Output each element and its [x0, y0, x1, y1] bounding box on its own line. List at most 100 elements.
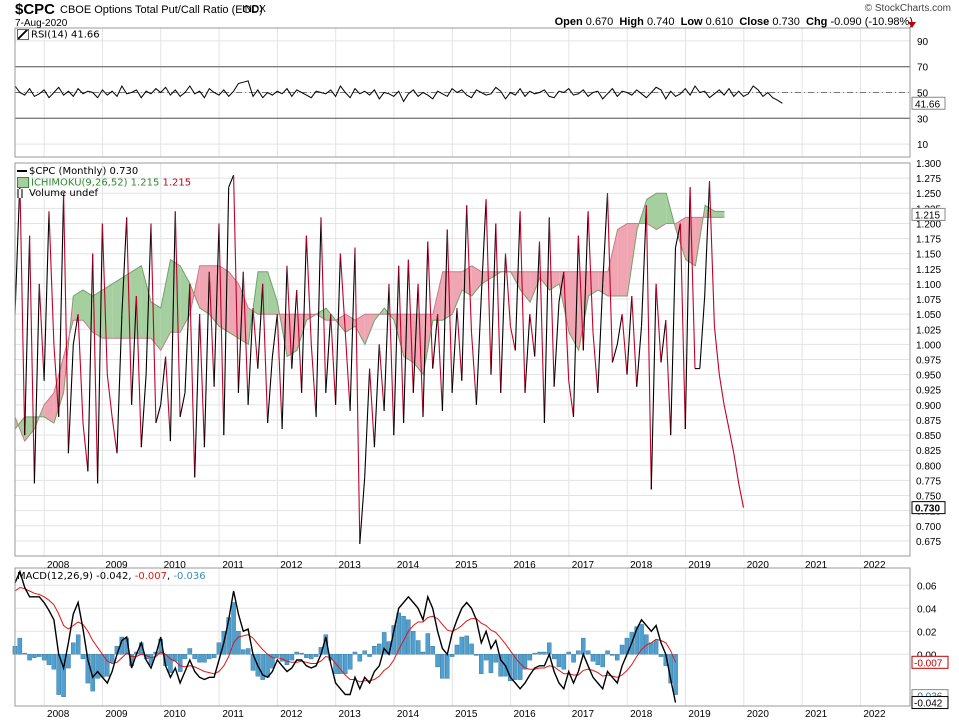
price-line-segment — [335, 253, 341, 405]
price-line-segment — [97, 223, 103, 484]
price-x-tick-label: 2017 — [572, 560, 595, 571]
price-line-segment — [281, 265, 288, 430]
price-line-segment — [369, 368, 375, 448]
macd-histogram-bar — [279, 654, 285, 662]
ichimoku-cloud-bull — [83, 290, 93, 333]
macd-value-label: -0.042 — [914, 699, 943, 710]
rsi-y-tick-label: 10 — [917, 140, 929, 151]
price-line-segment — [53, 344, 60, 417]
ichimoku-legend-v1: 1.215 — [130, 177, 160, 189]
price-y-tick-label: 0.975 — [916, 356, 941, 367]
price-line-segment — [199, 314, 205, 448]
macd-histogram-bar — [197, 654, 202, 663]
price-line-segment — [354, 247, 361, 544]
axis-layer: 2008 2009 2010 2011 2012 2013 2014 2015 2016 2017… — [14, 27, 949, 720]
price-line-segment — [480, 199, 487, 297]
macd-histogram-bar — [37, 654, 42, 657]
ichimoku-cloud-bear — [287, 314, 297, 357]
copyright-label[interactable]: © StockCharts.com — [864, 3, 951, 14]
macd-legend[interactable]: MACD(12,26,9) -0.042, -0.007, -0.036 — [17, 571, 206, 582]
price-line-segment — [388, 283, 395, 436]
macd-histogram-bar — [401, 616, 406, 655]
price-line-segment — [184, 283, 191, 393]
macd-histogram-bar — [449, 654, 455, 657]
price-y-tick-label: 0.675 — [916, 537, 941, 548]
price-line-segment — [296, 289, 303, 393]
ichimoku-legend[interactable]: ICHIMOKU(9,26,52) 1.215 1.215 — [17, 177, 191, 189]
price-line-segment — [301, 235, 307, 393]
macd-histogram-bar — [245, 648, 251, 655]
macd-histogram-bar — [581, 637, 586, 655]
ichimoku-cloud-bull — [73, 290, 83, 321]
price-line-segment — [665, 320, 672, 436]
macd-x-tick-label: 2022 — [863, 709, 886, 720]
price-line-segment — [582, 211, 589, 351]
price-x-tick-label: 2010 — [164, 560, 187, 571]
macd-histogram-bar — [649, 642, 654, 655]
macd-histogram-bar — [309, 654, 314, 660]
macd-histogram-bar — [66, 654, 71, 669]
price-line-segment — [636, 326, 643, 387]
price-last-value-box — [911, 501, 946, 515]
price-y-tick-label: 1.000 — [916, 340, 941, 351]
price-line-segment — [538, 241, 545, 424]
macd-histogram-bar — [493, 654, 499, 663]
macd-histogram-bar — [600, 654, 605, 668]
macd-histogram-bar — [396, 612, 401, 655]
cloud-value-box — [911, 207, 946, 221]
macd-histogram-bar — [289, 654, 295, 661]
price-line-segment — [126, 217, 133, 405]
price-line-segment — [456, 308, 463, 381]
ichimoku-span-a — [14, 192, 725, 430]
price-line-segment — [330, 314, 337, 405]
high-label: High — [619, 16, 644, 28]
price-x-tick-label: 2021 — [805, 560, 828, 571]
price-line-segment — [514, 211, 521, 351]
price-legend-swatch — [17, 170, 27, 172]
macd-histogram-bar — [265, 654, 270, 678]
price-line-segment — [519, 211, 526, 393]
rsi-legend-label: RSI(14) — [31, 29, 68, 41]
price-x-tick-label: 2020 — [747, 560, 770, 571]
price-line-segment — [140, 374, 147, 448]
ichimoku-cloud-bull — [180, 265, 190, 333]
macd-histogram-bar — [211, 654, 217, 658]
price-line-segment — [466, 205, 473, 333]
price-line-segment — [364, 368, 371, 478]
price-x-tick-label: 2011 — [222, 560, 244, 571]
macd-histogram-bar — [513, 654, 518, 680]
rsi-legend[interactable]: RSI(14) 41.66 — [17, 29, 100, 41]
price-x-tick-label: 2015 — [455, 560, 478, 571]
price-y-tick-label: 1.075 — [916, 295, 941, 306]
high-value: 0.740 — [646, 16, 675, 28]
macd-histogram-bar — [595, 654, 601, 665]
rsi-legend-icon — [17, 29, 29, 40]
price-line-segment — [315, 217, 322, 417]
ichimoku-cloud-bear — [442, 271, 453, 321]
price-legend[interactable]: $CPC (Monthly) 0.730 — [17, 166, 138, 177]
price-x-tick-label: 2019 — [688, 560, 711, 571]
macd-x-tick-label: 2009 — [105, 709, 128, 720]
macd-histogram-bar — [474, 654, 479, 656]
macd-histogram-bar — [532, 652, 537, 655]
price-y-tick-label: 1.300 — [916, 159, 941, 170]
price-line-segment — [718, 374, 725, 405]
ichimoku-cloud-bear — [549, 271, 560, 290]
price-x-tick-label: 2009 — [105, 560, 128, 571]
macd-histogram-bar — [605, 650, 610, 655]
macd-histogram-bar — [75, 634, 81, 655]
volume-legend[interactable]: Volume undef — [17, 188, 98, 199]
macd-histogram-bar — [95, 654, 100, 679]
ichimoku-cloud-bull — [151, 302, 161, 351]
price-line-segment — [262, 283, 269, 424]
price-line-segment — [558, 271, 565, 303]
price-line-segment — [87, 253, 94, 472]
macd-histogram-bar — [425, 633, 431, 655]
price-line-segment — [257, 283, 264, 369]
price-line-segment — [169, 211, 176, 442]
macd-value-box — [911, 655, 949, 669]
macd-histogram-bar — [547, 642, 552, 655]
volume-legend-icon — [17, 188, 27, 198]
ohlc-readout: Open 0.670 High 0.740 Low 0.610 Close 0.… — [555, 16, 913, 28]
macd-histogram-bar — [440, 654, 445, 679]
